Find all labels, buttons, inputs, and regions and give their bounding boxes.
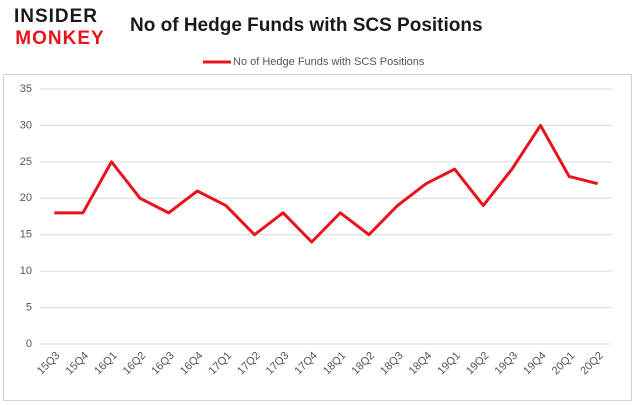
x-tick-label: 16Q1 (92, 350, 120, 378)
x-tick-label: 18Q1 (321, 350, 349, 378)
chart-frame (3, 74, 632, 401)
y-tick-label: 0 (26, 338, 32, 350)
x-tick-label: 17Q3 (264, 350, 292, 378)
x-tick-label: 18Q2 (350, 350, 378, 378)
y-tick-label: 30 (20, 119, 32, 131)
x-tick-label: 15Q3 (35, 350, 63, 378)
x-tick-label: 20Q2 (578, 350, 606, 378)
y-tick-label: 20 (20, 192, 32, 204)
y-tick-label: 35 (20, 83, 32, 95)
y-tick-label: 15 (20, 229, 32, 241)
logo-top: INSIDER (14, 6, 98, 27)
x-tick-label: 16Q2 (121, 350, 149, 378)
y-tick-label: 5 (26, 301, 32, 313)
x-tick-label: 19Q3 (493, 350, 521, 378)
x-tick-label: 19Q1 (435, 350, 463, 378)
x-tick-label: 17Q2 (235, 350, 263, 378)
chart-title: No of Hedge Funds with SCS Positions (130, 15, 483, 36)
x-tick-label: 18Q4 (407, 350, 435, 378)
x-tick-label: 19Q4 (521, 350, 549, 378)
legend-label: No of Hedge Funds with SCS Positions (233, 56, 425, 68)
x-tick-label: 16Q4 (178, 350, 206, 378)
y-tick-label: 25 (20, 156, 32, 168)
data-line (54, 123, 599, 244)
x-tick-label: 15Q4 (64, 350, 92, 378)
x-tick-label: 18Q3 (378, 350, 406, 378)
x-tick-label: 17Q4 (292, 350, 320, 378)
x-tick-label: 20Q1 (550, 350, 578, 378)
x-tick-label: 17Q1 (207, 350, 235, 378)
x-tick-label: 16Q3 (149, 350, 177, 378)
x-tick-label: 19Q2 (464, 350, 492, 378)
logo-bottom: MONKEY (15, 28, 104, 49)
y-tick-label: 10 (20, 265, 32, 277)
